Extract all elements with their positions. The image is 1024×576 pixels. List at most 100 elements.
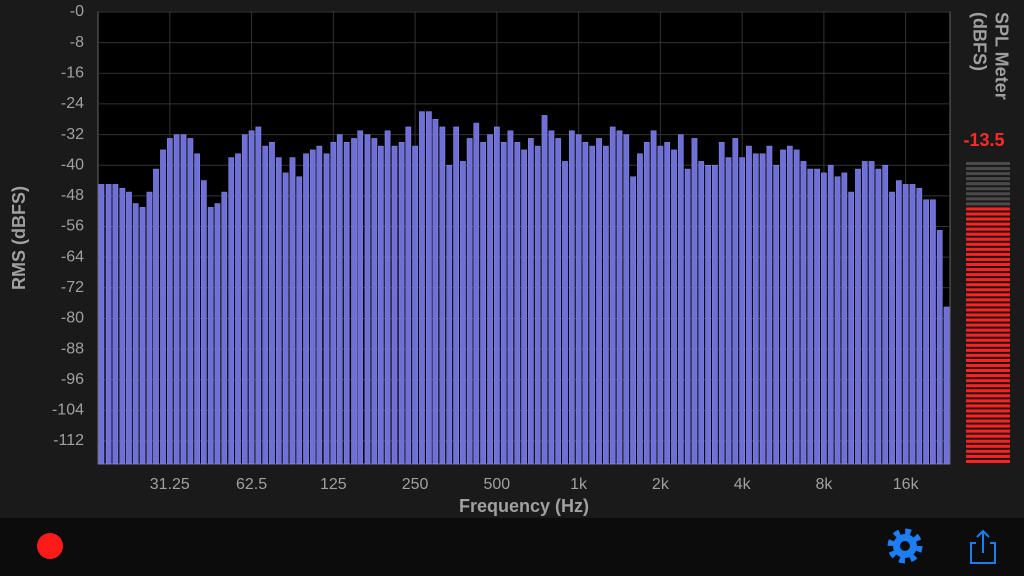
meter-segment — [966, 308, 1010, 312]
meter-segment — [966, 399, 1010, 403]
bar — [343, 141, 350, 465]
bar — [391, 145, 398, 465]
share-button[interactable] — [970, 529, 996, 564]
bar — [759, 153, 766, 465]
bar — [868, 161, 875, 465]
bar — [773, 164, 780, 465]
bar — [466, 138, 473, 465]
meter-segment — [966, 424, 1010, 428]
meter-segment — [966, 323, 1010, 327]
bar — [902, 184, 909, 465]
bar — [289, 157, 296, 465]
bar — [514, 141, 521, 465]
bar — [153, 168, 159, 465]
spectrum-chart: -0 -8 -16 -24 -32 -40 -48 -56 -64 -72 -80 -88 -96 -10… — [52, 3, 950, 493]
meter-segment — [966, 207, 1010, 211]
meter-segment — [966, 263, 1010, 266]
bar — [643, 141, 650, 465]
bar — [698, 161, 705, 465]
y-tick-label: -8 — [70, 34, 84, 51]
bar — [534, 145, 541, 465]
meter-segment — [966, 182, 1010, 186]
y-axis-label: RMS (dBFS) — [9, 186, 29, 290]
bar — [746, 145, 752, 465]
bar — [487, 134, 493, 465]
bar — [630, 176, 636, 465]
bar — [589, 145, 596, 465]
bar — [139, 207, 146, 465]
meter-segment — [966, 172, 1010, 176]
bar — [895, 180, 902, 465]
bar — [377, 145, 384, 465]
x-tick-label: 31.25 — [150, 476, 190, 493]
bar — [752, 153, 759, 465]
bar — [296, 176, 303, 465]
y-tick-label: -104 — [52, 402, 84, 419]
record-button[interactable] — [37, 533, 63, 559]
meter-segment — [966, 217, 1010, 221]
bar — [235, 153, 241, 465]
meter-segment — [966, 409, 1010, 413]
meter-segment — [966, 252, 1010, 256]
bar — [671, 149, 677, 465]
y-tick-label: -64 — [61, 248, 84, 265]
y-tick-label: -24 — [61, 95, 84, 112]
bar — [521, 149, 527, 465]
meter-segment — [966, 449, 1010, 453]
meter-segment — [966, 328, 1010, 332]
bar — [807, 168, 814, 465]
bar — [691, 138, 698, 465]
meter-segment — [966, 444, 1010, 448]
bar — [616, 130, 623, 465]
bar — [330, 141, 337, 465]
meter-segment — [966, 222, 1010, 226]
meter-segment — [966, 268, 1010, 272]
meter-segment — [966, 197, 1010, 201]
bar — [275, 157, 282, 465]
meter-segment — [966, 353, 1010, 357]
meter-title: SPL Meter — [991, 12, 1011, 100]
bar — [282, 172, 289, 465]
bar — [596, 138, 602, 465]
bar — [650, 130, 657, 465]
meter-segment — [966, 333, 1010, 337]
y-tick-label: -88 — [61, 340, 84, 357]
bar — [664, 141, 671, 465]
x-tick-label: 250 — [402, 476, 429, 493]
meter-segment — [966, 414, 1010, 418]
level-meter — [966, 162, 1010, 463]
bar — [309, 149, 316, 465]
bar — [623, 134, 630, 465]
x-tick-label: 1k — [570, 476, 588, 493]
meter-segment — [966, 192, 1010, 196]
meter-segment — [966, 303, 1010, 307]
bar — [861, 161, 868, 465]
bar — [916, 187, 923, 465]
bar — [923, 199, 929, 465]
meter-segment — [966, 454, 1010, 458]
meter-segment — [966, 232, 1010, 236]
meter-segment — [966, 288, 1010, 292]
bar — [323, 153, 330, 465]
bar — [582, 141, 589, 465]
bar — [98, 184, 105, 465]
meter-segment — [966, 293, 1010, 297]
bar — [712, 164, 718, 465]
bar — [827, 164, 834, 465]
bar — [814, 168, 820, 465]
bar — [412, 145, 418, 465]
bar — [384, 130, 391, 465]
bar — [705, 164, 711, 465]
meter-segment — [966, 338, 1010, 342]
bar — [194, 153, 201, 465]
meter-segment — [966, 394, 1010, 398]
meter-title: (dBFS) — [969, 12, 989, 71]
toolbar — [0, 518, 1024, 576]
bar — [221, 191, 228, 465]
bar — [187, 138, 194, 465]
bar — [882, 164, 889, 465]
y-tick-label: -56 — [61, 218, 84, 235]
settings-button[interactable] — [887, 528, 923, 564]
bar — [336, 134, 343, 465]
